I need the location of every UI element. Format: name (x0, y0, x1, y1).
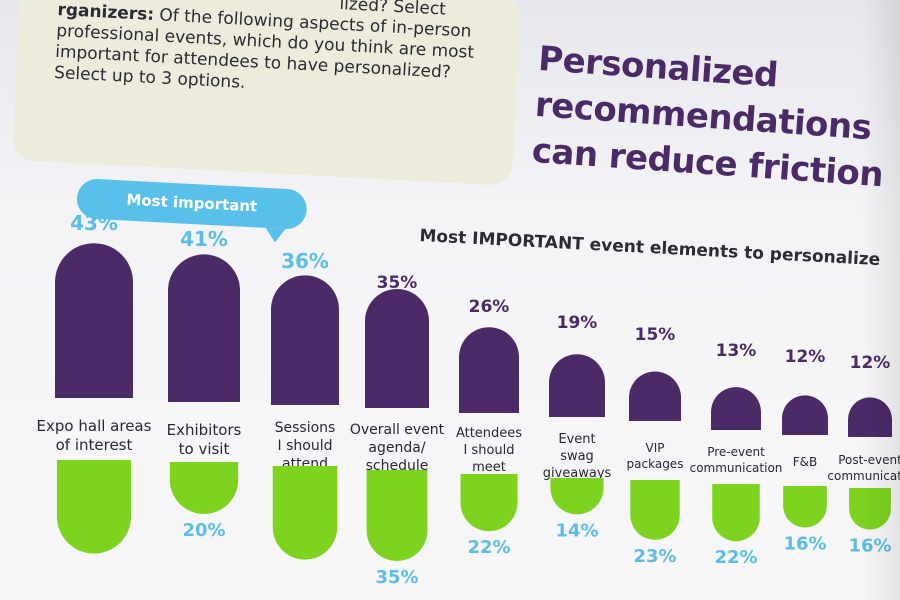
top-bar-6 (549, 354, 605, 417)
category-label-3-line-2: I should (278, 438, 333, 454)
category-label-4-line-2: agenda/ (368, 440, 425, 456)
category-label-9-line-1: F&B (793, 455, 818, 469)
top-bar-9 (782, 395, 828, 435)
category-label-3-line-1: Sessions (275, 420, 336, 436)
top-value-label-9: 12% (785, 347, 826, 367)
category-label-10-line-1: Post-event (838, 453, 900, 467)
bottom-value-label-10: 16% (848, 536, 891, 557)
category-label-2-line-2: to visit (179, 440, 230, 458)
top-bar-10 (848, 397, 892, 437)
category-label-5-line-3: meet (472, 460, 506, 475)
top-bar-5 (459, 327, 519, 413)
category-label-2-line-1: Exhibitors (167, 421, 242, 439)
top-bar-8 (711, 387, 761, 430)
bottom-value-label-8: 22% (714, 547, 757, 568)
category-label-1-line-1: Expo hall areas (37, 417, 152, 435)
bottom-bar-1 (56, 460, 132, 554)
bottom-value-label-6: 14% (555, 520, 598, 541)
bottom-value-label-4: 35% (375, 567, 418, 588)
category-label-6-line-3: giveaways (543, 466, 612, 481)
top-bar-7 (629, 371, 681, 421)
category-label-1-line-2: of interest (56, 436, 133, 454)
top-bar-4 (365, 289, 429, 408)
top-bar-2 (168, 254, 240, 402)
category-label-10-line-2: communicatio (827, 469, 900, 483)
bottom-bar-2 (169, 462, 239, 514)
top-value-label-8: 13% (716, 341, 757, 361)
category-label-6-line-1: Event (558, 432, 595, 447)
bottom-value-label-9: 16% (783, 534, 826, 555)
bottom-bar-10 (849, 488, 891, 530)
top-value-label-7: 15% (635, 325, 676, 345)
top-value-label-1: 43% (70, 211, 118, 235)
category-label-6-line-2: swag (560, 449, 594, 464)
top-value-label-10: 12% (850, 353, 891, 373)
category-label-8-line-2: communication (690, 461, 783, 475)
top-value-label-4: 35% (377, 273, 418, 293)
category-label-7-line-1: VIP (646, 441, 665, 455)
bottom-bar-3 (272, 466, 338, 560)
category-label-5-line-2: I should (463, 443, 514, 458)
bottom-value-label-2: 20% (182, 520, 225, 541)
top-bar-1 (55, 243, 133, 398)
bottom-bar-5 (460, 474, 518, 532)
top-value-label-5: 26% (469, 297, 510, 317)
bottom-value-label-7: 23% (633, 546, 676, 567)
top-value-label-6: 19% (557, 313, 598, 333)
top-value-label-2: 41% (180, 227, 228, 251)
bottom-bar-7 (630, 480, 680, 540)
category-label-5-line-1: Attendees (456, 426, 522, 441)
bottom-bar-9 (783, 486, 827, 528)
top-value-label-3: 36% (281, 249, 329, 273)
category-label-4-line-1: Overall event (350, 422, 445, 438)
top-bar-3 (271, 275, 339, 405)
category-label-8-line-1: Pre-event (707, 445, 765, 459)
bottom-value-label-5: 22% (467, 537, 510, 558)
category-label-7-line-2: packages (627, 457, 684, 471)
bottom-bar-8 (712, 484, 760, 542)
bottom-bar-4 (366, 470, 428, 561)
bottom-bar-6 (550, 478, 604, 515)
